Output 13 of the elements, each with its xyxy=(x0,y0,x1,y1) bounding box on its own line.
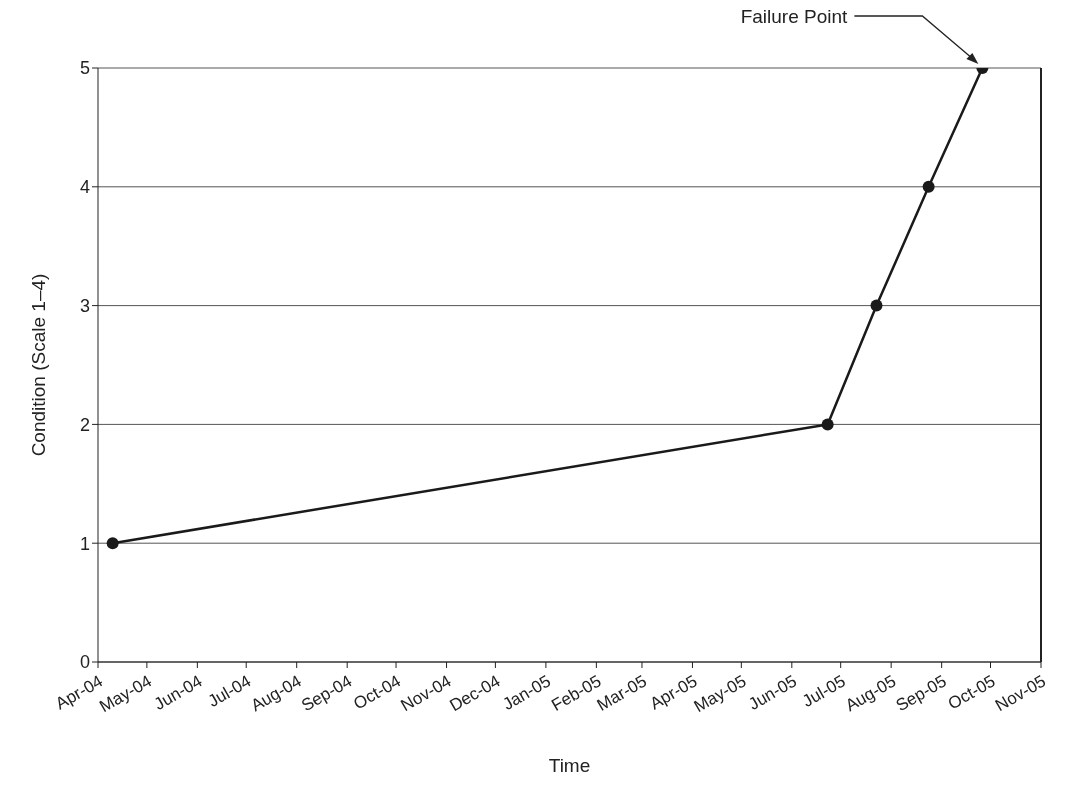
y-tick-label: 1 xyxy=(79,533,90,554)
y-tick-label: 3 xyxy=(79,295,90,316)
point xyxy=(922,180,935,193)
point xyxy=(106,537,119,550)
y-tick-label: 4 xyxy=(79,177,90,198)
y-tick-label: 2 xyxy=(79,414,90,435)
y-axis-title: Condition (Scale 1–4) xyxy=(27,273,49,457)
point xyxy=(821,418,834,431)
text: Failure Point xyxy=(740,6,849,27)
y-tick-label: 0 xyxy=(79,652,90,673)
point xyxy=(870,299,883,312)
x-axis-title: Time xyxy=(548,755,591,776)
y-tick-label: 5 xyxy=(79,58,90,79)
